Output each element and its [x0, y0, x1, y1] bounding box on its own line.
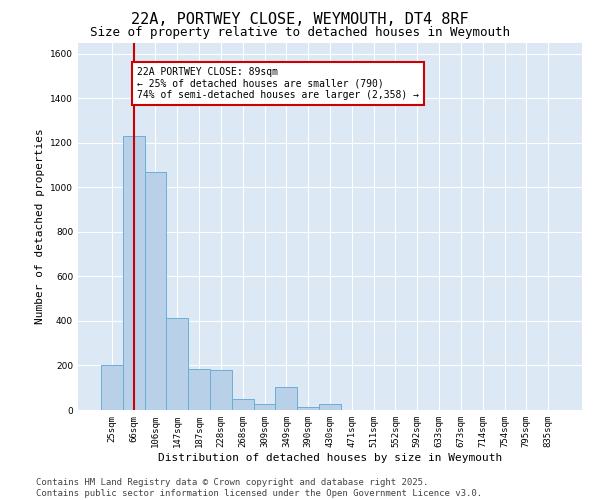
X-axis label: Distribution of detached houses by size in Weymouth: Distribution of detached houses by size …	[158, 452, 502, 462]
Bar	[123, 136, 145, 410]
Bar	[210, 370, 232, 410]
Text: 22A PORTWEY CLOSE: 89sqm
← 25% of detached houses are smaller (790)
74% of semi-: 22A PORTWEY CLOSE: 89sqm ← 25% of detach…	[137, 67, 419, 100]
Bar	[275, 386, 297, 410]
Bar	[319, 404, 341, 410]
Text: Contains HM Land Registry data © Crown copyright and database right 2025.
Contai: Contains HM Land Registry data © Crown c…	[36, 478, 482, 498]
Bar	[166, 318, 188, 410]
Bar	[297, 406, 319, 410]
Bar	[254, 404, 275, 410]
Bar	[188, 370, 210, 410]
Y-axis label: Number of detached properties: Number of detached properties	[35, 128, 44, 324]
Text: 22A, PORTWEY CLOSE, WEYMOUTH, DT4 8RF: 22A, PORTWEY CLOSE, WEYMOUTH, DT4 8RF	[131, 12, 469, 28]
Text: Size of property relative to detached houses in Weymouth: Size of property relative to detached ho…	[90, 26, 510, 39]
Bar	[232, 399, 254, 410]
Bar	[101, 366, 123, 410]
Bar	[145, 172, 166, 410]
